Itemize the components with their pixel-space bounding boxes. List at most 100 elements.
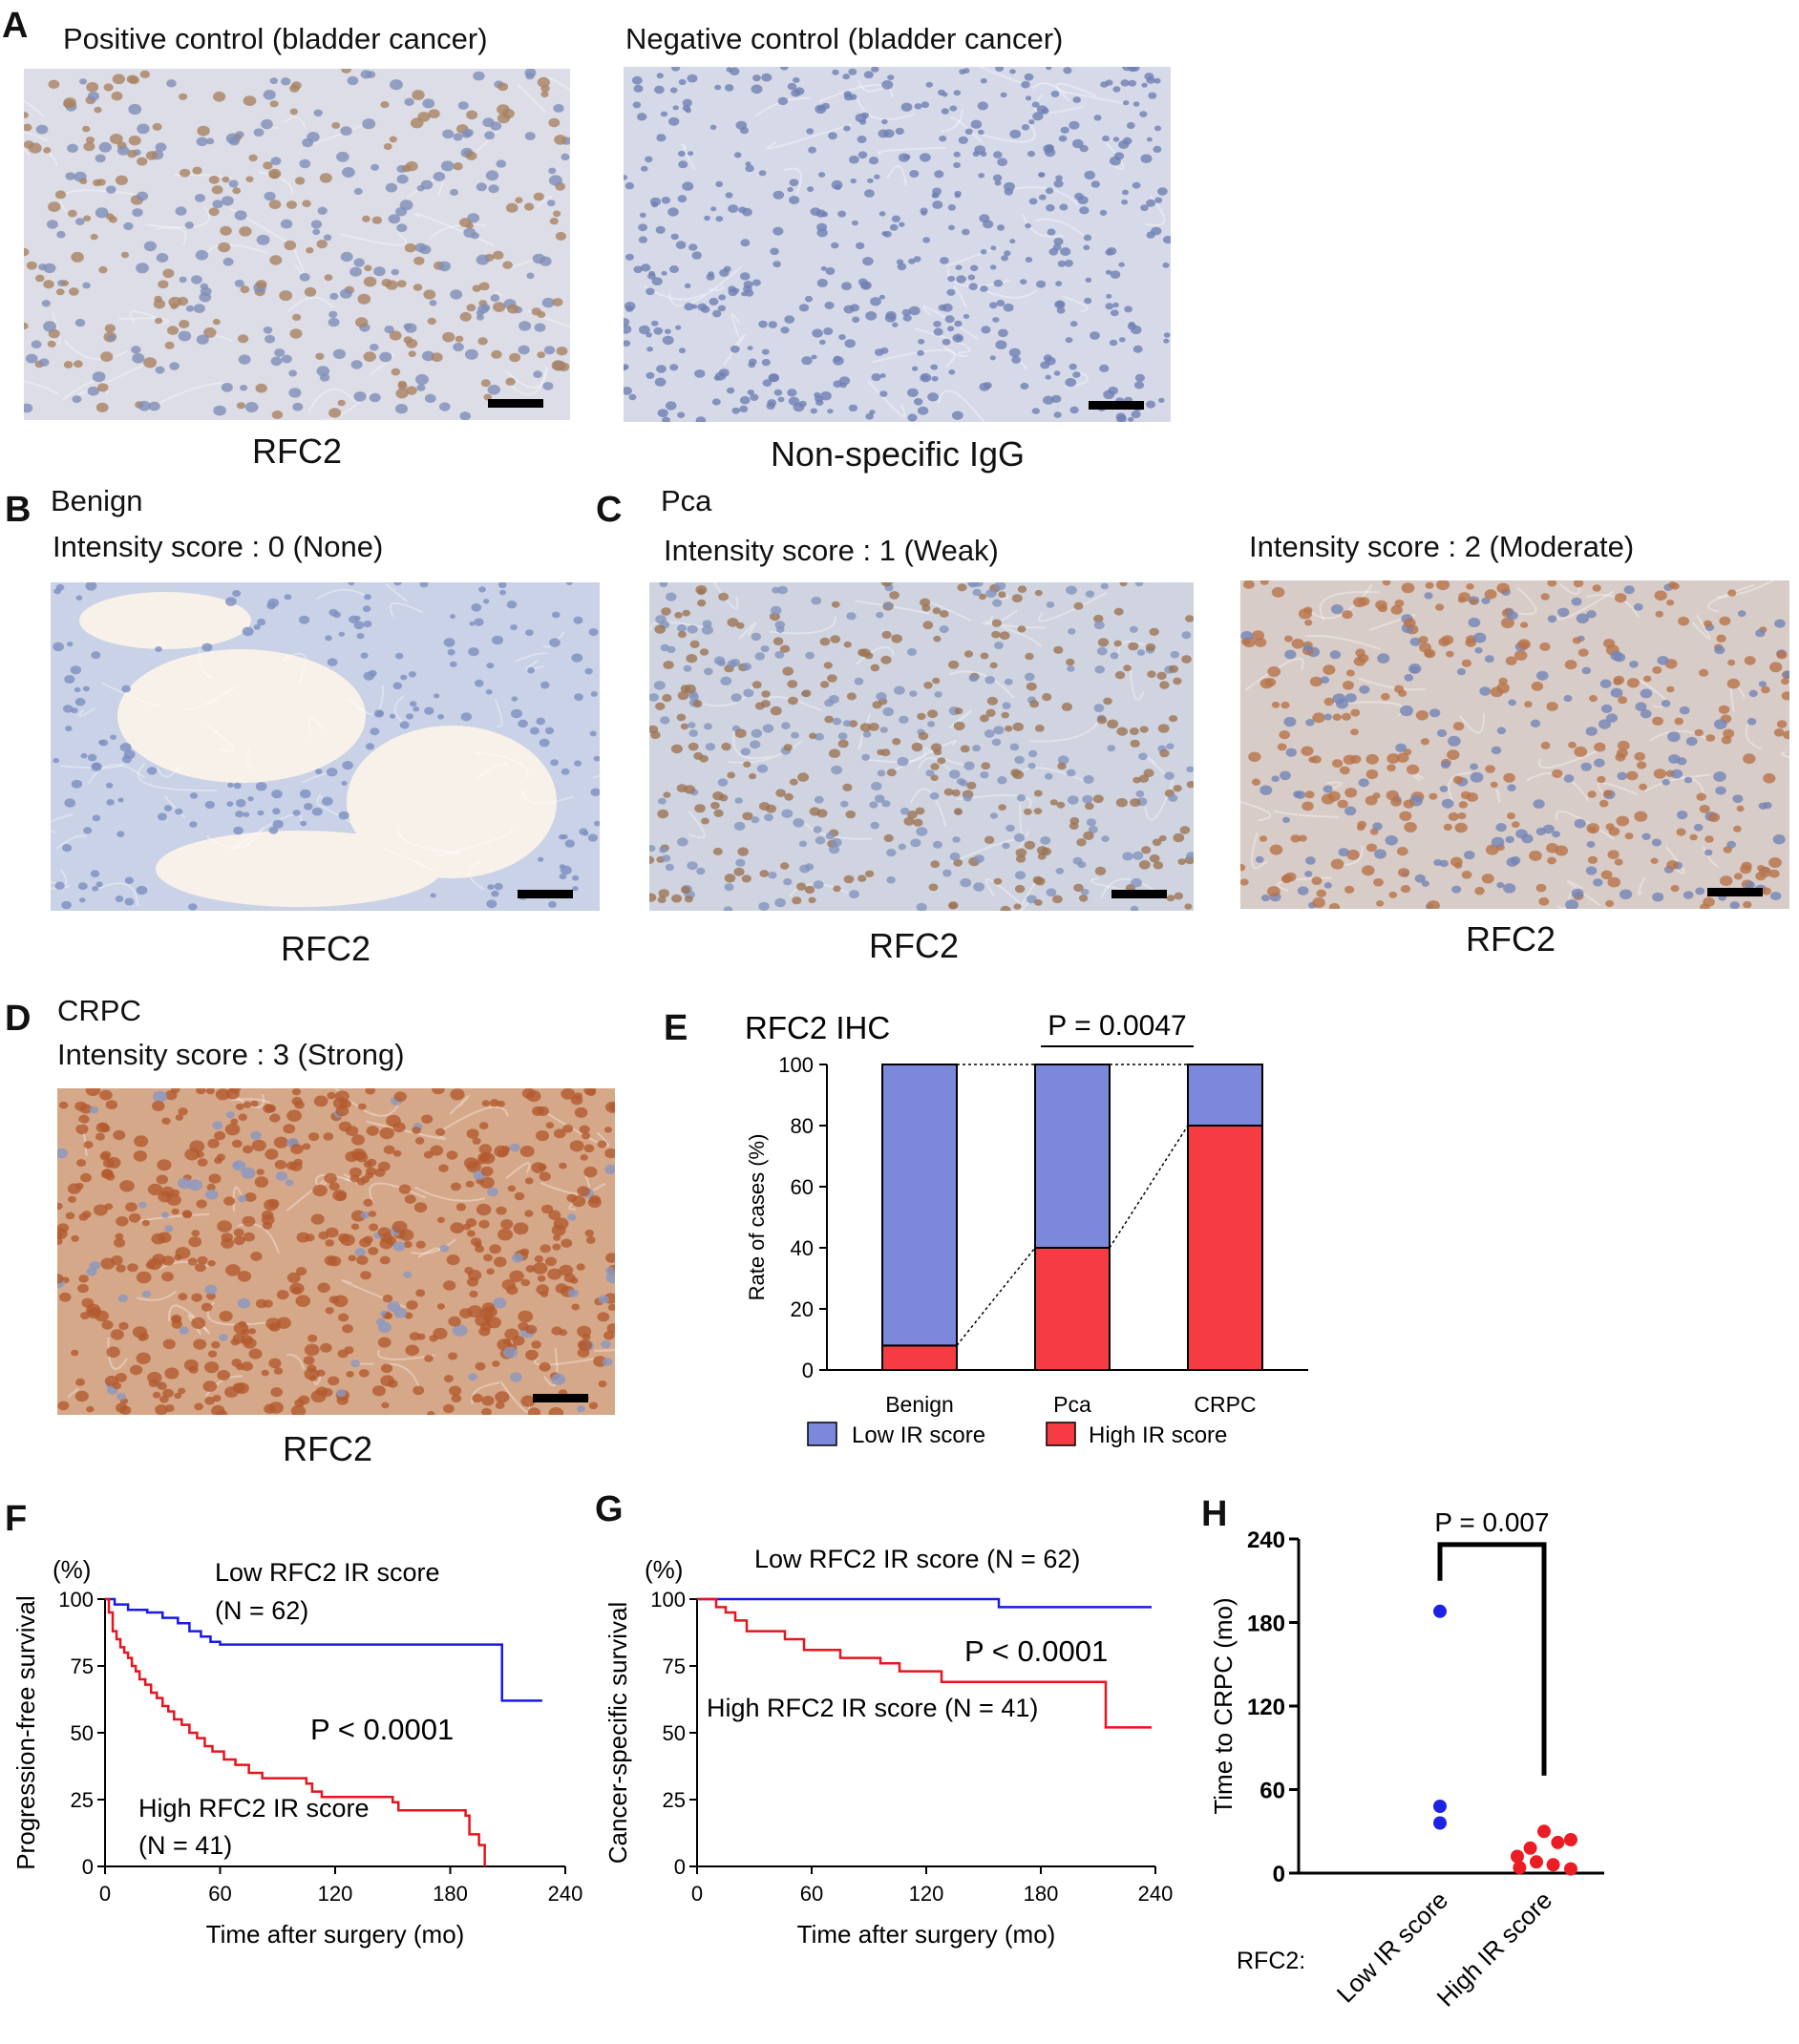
data-point-low [1433,1800,1447,1813]
p-value-label: P = 0.0047 [1048,1010,1186,1042]
x-tick-label: 120 [909,1882,944,1906]
panel-label-a: A [2,6,29,46]
y-tick-label: 75 [71,1654,94,1678]
data-point-low [1433,1816,1447,1830]
y-tick-label: 0 [1273,1862,1285,1887]
bar-low-crpc [1187,1064,1263,1127]
y-tick-label: 120 [1247,1695,1285,1720]
chart-title: RFC2 IHC [745,1010,890,1045]
data-point-low [1433,1604,1447,1618]
y-tick-label: 60 [791,1175,814,1199]
micrograph-crpc-strong [57,1088,615,1415]
micrograph-positive-control-image [24,69,570,420]
micrograph-pca-weak [649,582,1194,911]
chart-cancer-specific-survival: 0 25 50 75 100 0 60 120 180 240 (%) Cancer-specific… [603,1545,1174,1949]
y-axis-label: Time to CRPC (mo) [1209,1597,1238,1814]
legend-high-name: High RFC2 IR score [138,1794,370,1823]
y-tick-label: 180 [1247,1612,1285,1637]
y-tick-label: 0 [674,1855,686,1879]
y-tick-label: 100 [778,1053,814,1077]
y-tick-label: 25 [71,1788,94,1812]
legend-low-label: Low RFC2 IR score (N = 62) [754,1545,1080,1573]
scale-bar [518,890,573,898]
x-label-prefix: RFC2: [1237,1948,1305,1974]
panel-label-f: F [5,1499,28,1539]
panel-label-d: D [5,999,32,1039]
data-point-high [1530,1855,1543,1869]
panel-b-caption: RFC2 [280,929,370,968]
panel-b-score: Intensity score : 0 (None) [53,530,384,563]
y-tick-label: 240 [1247,1528,1285,1553]
y-unit-label: (%) [645,1555,683,1584]
x-tick-label: Pca [1053,1392,1091,1417]
panel-a-left-caption: RFC2 [251,432,342,471]
panel-c-caption-2: RFC2 [1465,919,1556,959]
connector-high [956,1247,1036,1346]
x-tick-label: 240 [548,1882,583,1906]
bar-high-pca [1034,1247,1111,1371]
significance-bracket [1437,1542,1547,1776]
panel-c-score-2: Intensity score : 2 (Moderate) [1249,530,1635,563]
y-axis-label: Progression-free survival [11,1595,40,1870]
bar-high-crpc [1187,1125,1263,1371]
x-tick-label: 0 [99,1882,111,1906]
y-tick-label: 60 [1259,1779,1285,1804]
p-value-label: P < 0.0001 [964,1634,1108,1668]
bar-low-pca [1034,1064,1111,1249]
legend-low-name: Low RFC2 IR score [215,1558,440,1587]
data-point-high [1511,1849,1524,1864]
x-tick-label: 60 [208,1882,231,1906]
y-tick-label: 100 [650,1588,686,1612]
legend-label-high: High IR score [1089,1422,1227,1448]
y-tick-label: 50 [71,1721,94,1745]
panel-label-c: C [596,490,623,530]
chart-progression-free-survival: 0 25 50 75 100 0 60 120 180 240 (%) Progression-fre… [11,1555,583,1949]
micrograph-benign-image [51,582,600,911]
bar-low-benign [881,1064,958,1347]
x-axis-label: Time after surgery (mo) [797,1920,1056,1949]
data-point-high [1513,1861,1527,1875]
survival-curve-high [697,1597,1152,1729]
y-tick-label: 25 [663,1788,686,1812]
x-tick-label: 120 [318,1882,353,1906]
legend-high-n: (N = 41) [138,1831,232,1860]
survival-curve-low [697,1597,1152,1609]
connector-high [1109,1125,1189,1249]
y-tick-label: 20 [791,1297,814,1321]
survival-curve-low [105,1597,542,1702]
panel-label-e: E [664,1008,688,1048]
x-tick-label: 180 [433,1882,468,1906]
legend-swatch-low [807,1422,837,1446]
micrograph-positive-control [24,69,570,420]
panel-label-g: G [595,1489,624,1529]
legend-swatch-high [1046,1422,1076,1446]
data-point-high [1551,1835,1565,1849]
y-tick-label: 80 [791,1114,814,1138]
panel-b-group: Benign [51,484,143,517]
y-unit-label: (%) [53,1555,91,1584]
panel-a-right-title: Negative control (bladder cancer) [625,22,1064,55]
legend-low-n: (N = 62) [215,1596,308,1625]
panel-c-caption-1: RFC2 [868,926,959,965]
panel-a-left-title: Positive control (bladder cancer) [63,22,488,55]
micrograph-pca-weak-image [649,582,1194,911]
data-point-high [1523,1841,1537,1855]
scale-bar [1707,888,1763,896]
legend-high-label: High RFC2 IR score (N = 41) [707,1694,1038,1722]
panel-d-caption: RFC2 [282,1429,372,1468]
panel-label-h: H [1201,1494,1228,1534]
x-tick-label: 240 [1138,1882,1174,1906]
y-axis-label: Rate of cases (%) [745,1134,769,1301]
scale-bar [488,399,543,408]
y-tick-label: 0 [802,1359,814,1382]
panel-d-score: Intensity score : 3 (Strong) [57,1038,405,1071]
bar-high-benign [881,1344,958,1371]
micrograph-negative-control [624,67,1171,422]
scale-bar [1111,890,1167,898]
p-value-label: P < 0.0001 [310,1713,454,1746]
p-value-label: P = 0.007 [1434,1507,1549,1537]
y-axis-label: Cancer-specific survival [603,1602,632,1865]
panel-d-group: CRPC [57,994,141,1027]
x-tick-label: 180 [1024,1882,1059,1906]
